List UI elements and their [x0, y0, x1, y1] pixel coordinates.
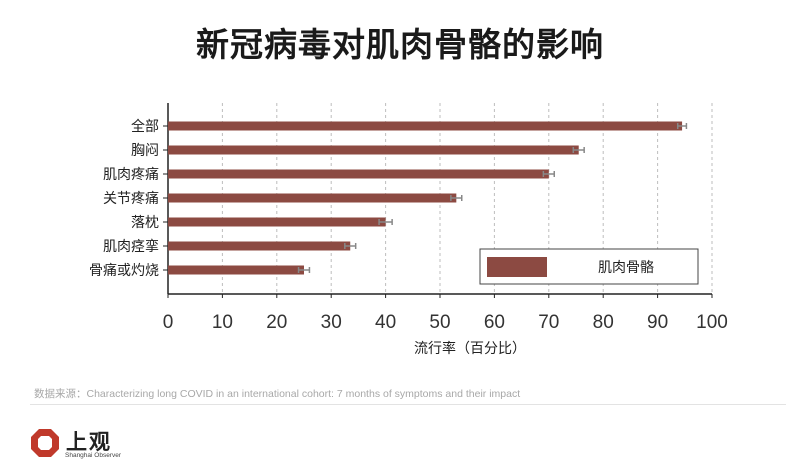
- x-tick-label: 70: [538, 312, 559, 333]
- logo-octagon-inner: [38, 436, 52, 450]
- logo-name: 上观: [66, 430, 112, 454]
- category-label: 肌肉痉挛: [103, 238, 159, 255]
- x-tick-label: 20: [266, 312, 287, 333]
- x-tick-label: 100: [696, 312, 728, 333]
- x-tick-label: 50: [429, 312, 450, 333]
- x-tick-label: 60: [484, 312, 505, 333]
- x-tick-label: 90: [647, 312, 668, 333]
- category-label: 关节疼痛: [103, 190, 159, 207]
- x-tick-label: 0: [163, 312, 174, 333]
- bar: [168, 169, 549, 179]
- category-label: 骨痛或灼烧: [89, 262, 159, 279]
- x-tick-label: 40: [375, 312, 396, 333]
- logo-subtitle: Shanghai Observer: [65, 452, 122, 459]
- category-label: 肌肉疼痛: [103, 166, 159, 183]
- bar-chart: 0 10 20 30 40 50 60 70 80 90 100 流行率（百分比） 全部胸闷肌肉疼痛关节…: [89, 103, 728, 357]
- x-tick-label: 80: [593, 312, 614, 333]
- x-tick-label: 30: [321, 312, 342, 333]
- category-label: 全部: [131, 118, 159, 135]
- bar: [168, 193, 457, 203]
- category-label: 胸闷: [131, 143, 159, 159]
- bar: [168, 121, 683, 131]
- x-tick-label: 10: [212, 312, 233, 333]
- divider: [30, 404, 786, 405]
- logo: 上观 Shanghai Observer: [30, 424, 150, 468]
- bar: [168, 265, 304, 275]
- legend-swatch: [487, 257, 547, 277]
- category-label: 落枕: [131, 215, 159, 231]
- chart-title: 新冠病毒对肌肉骨骼的影响: [196, 25, 604, 64]
- bar: [168, 217, 386, 227]
- logo-octagon-icon: [31, 429, 59, 457]
- legend-label: 肌肉骨骼: [598, 260, 654, 276]
- bar: [168, 241, 351, 251]
- x-axis-label: 流行率（百分比）: [414, 340, 526, 357]
- bar: [168, 145, 579, 155]
- data-source: 数据来源：Characterizing long COVID in an int…: [34, 388, 521, 400]
